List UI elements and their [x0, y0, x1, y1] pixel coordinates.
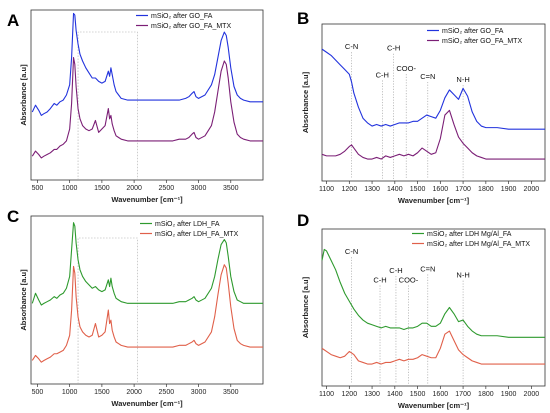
series-line-2	[31, 57, 263, 159]
x-tick-label: 1500	[94, 389, 110, 396]
y-axis-title: Absorbance [a.u]	[301, 71, 310, 133]
x-tick-label: 2000	[524, 186, 540, 193]
series-line-1	[31, 12, 263, 116]
annotation-label: N-H	[456, 271, 469, 280]
annotation-label: C-H	[389, 266, 402, 275]
x-tick-label: 1200	[342, 391, 358, 398]
x-tick-label: 1200	[342, 186, 358, 193]
annotation-label: C-H	[376, 70, 389, 79]
panel-letter: D	[297, 211, 309, 230]
panel-letter: B	[297, 9, 309, 28]
plot-frame	[30, 9, 264, 181]
x-tick-label: 1700	[455, 391, 471, 398]
x-tick-label: 2000	[126, 185, 142, 192]
x-tick-label: 1500	[94, 185, 110, 192]
annotation-label: C-N	[345, 247, 358, 256]
zoom-region-guide	[77, 237, 138, 384]
y-axis-title: Absorbance [a.u]	[301, 276, 310, 338]
annotation-label: C=N	[420, 72, 435, 81]
x-tick-label: 3500	[223, 389, 239, 396]
legend-entry: mSiO₂ after GO_FA	[151, 13, 213, 20]
x-tick-label: 1900	[501, 186, 517, 193]
x-tick-label: 1500	[410, 391, 426, 398]
x-tick-label: 1100	[319, 186, 334, 193]
legend-entry: mSiO₂ after LDH_FA_MTX	[155, 231, 239, 238]
series-line-2	[321, 330, 545, 365]
panel-letter: C	[7, 207, 19, 226]
legend-entry: mSiO₂ after LDH Mg/Al_FA_MTX	[427, 241, 530, 248]
legend-entry: mSiO₂ after GO_FA_MTX	[442, 38, 522, 45]
legend-entry: mSiO₂ after GO_FA	[442, 28, 504, 35]
x-tick-label: 1800	[478, 186, 494, 193]
series-line-1	[321, 248, 545, 338]
x-tick-label: 1800	[478, 391, 494, 398]
x-tick-label: 1300	[364, 186, 380, 193]
x-tick-label: 1000	[62, 389, 78, 396]
plot-frame	[321, 228, 546, 387]
panel-c: C 500 1000 1500 2000 2500 3000 3500 Wavenumber […	[7, 207, 264, 408]
panel-letter: A	[7, 11, 19, 30]
annotation-label: COO-	[396, 64, 416, 73]
zoom-region-guide	[77, 31, 138, 180]
x-tick-label: 1400	[387, 391, 403, 398]
series-line-1	[31, 222, 263, 306]
series-line-1	[321, 48, 545, 130]
annotation-label: COO-	[399, 275, 419, 284]
x-tick-label: 1400	[387, 186, 403, 193]
x-tick-label: 1600	[433, 186, 449, 193]
x-tick-label: 1100	[319, 391, 334, 398]
annotation-label: C=N	[420, 264, 435, 273]
x-tick-label: 2000	[126, 389, 142, 396]
x-tick-label: 3000	[191, 185, 207, 192]
x-tick-label: 1000	[62, 185, 78, 192]
x-axis-title: Wavenumber [cm⁻¹]	[111, 195, 183, 204]
x-axis-title: Wavenumber [cm⁻¹]	[398, 401, 470, 410]
panel-b: B C-N C-H C-H COO- C=N N-H 1100 1200 1300 1400 1500…	[297, 9, 546, 205]
legend-entry: mSiO₂ after GO_FA_MTX	[151, 23, 231, 30]
x-tick-label: 2000	[524, 391, 540, 398]
x-tick-label: 1900	[501, 391, 517, 398]
series-line-2	[31, 264, 263, 363]
x-tick-label: 1300	[364, 391, 380, 398]
annotation-label: C-H	[387, 44, 400, 53]
x-tick-label: 1600	[433, 391, 449, 398]
x-tick-label: 500	[32, 185, 44, 192]
series-line-2	[321, 109, 545, 160]
x-tick-label: 1700	[455, 186, 471, 193]
x-tick-label: 2500	[159, 185, 175, 192]
x-tick-label: 500	[32, 389, 44, 396]
y-axis-title: Absorbance [a.u]	[19, 269, 28, 331]
plot-frame	[321, 23, 546, 182]
annotation-label: N-H	[456, 75, 469, 84]
x-axis-title: Wavenumber [cm⁻¹]	[111, 399, 183, 408]
panel-a: A 500 1000 1500 2000 2500 3000 3500 Wavenumber […	[7, 9, 264, 204]
y-axis-title: Absorbance [a.u]	[19, 64, 28, 126]
legend-entry: mSiO₂ after LDH Mg/Al_FA	[427, 231, 512, 238]
x-axis-title: Wavenumber [cm⁻¹]	[398, 196, 470, 205]
annotation-label: C-H	[373, 275, 386, 284]
annotation-label: C-N	[345, 42, 358, 51]
x-tick-label: 3000	[191, 389, 207, 396]
legend-entry: mSiO₂ after LDH_FA	[155, 221, 220, 228]
x-tick-label: 1500	[410, 186, 426, 193]
x-tick-label: 2500	[159, 389, 175, 396]
plot-frame	[30, 215, 264, 385]
x-tick-label: 3500	[223, 185, 239, 192]
